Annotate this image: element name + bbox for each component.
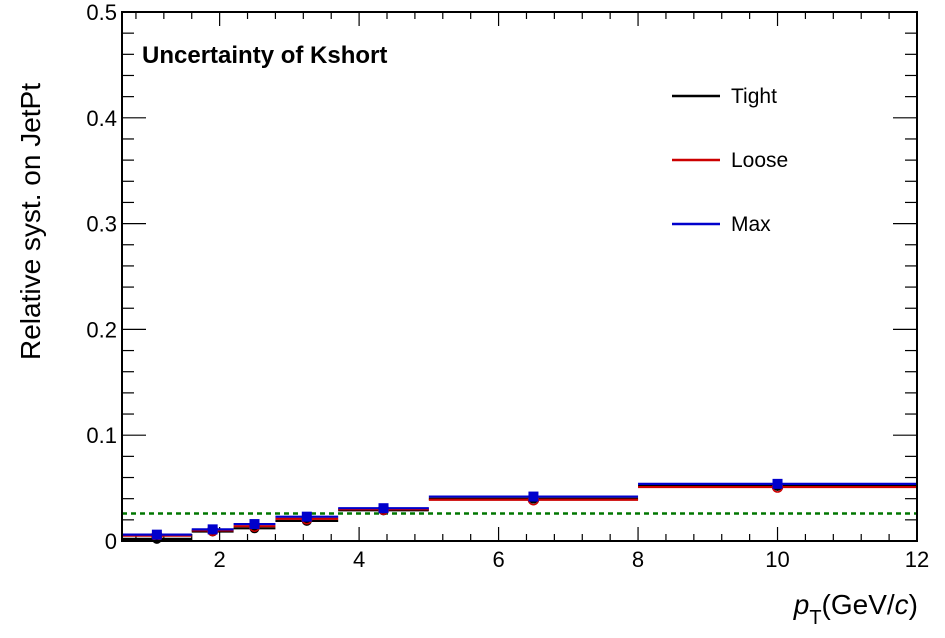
y-tick-label: 0	[105, 529, 117, 554]
series-max	[122, 478, 917, 540]
data-point	[528, 491, 539, 502]
x-axis-title-unit-close: )	[909, 589, 918, 620]
legend-label: Tight	[731, 85, 777, 108]
legend-label: Loose	[731, 149, 788, 172]
data-point	[378, 503, 389, 514]
x-tick-label: 10	[765, 547, 789, 572]
legend: Tight Loose Max	[672, 85, 788, 236]
axes: 2 4 6 8 10 12 0 0.1 0.2 0.3 0.4 0.5	[86, 0, 929, 572]
y-tick-label: 0.3	[86, 212, 117, 237]
y-tick-label: 0.5	[86, 0, 117, 25]
y-tick-label: 0.4	[86, 106, 117, 131]
series-group	[122, 478, 917, 544]
x-axis-title-c: c	[895, 589, 909, 620]
data-point	[249, 519, 260, 530]
x-tick-label: 12	[905, 547, 929, 572]
plot-frame	[121, 11, 918, 542]
data-point	[301, 511, 312, 522]
x-tick-label: 4	[353, 547, 365, 572]
x-tick-label: 8	[632, 547, 644, 572]
x-axis-title-p: p	[793, 589, 810, 620]
y-axis-title: Relative syst. on JetPt	[15, 83, 46, 360]
legend-label: Max	[731, 213, 771, 236]
y-tick-label: 0.1	[86, 423, 117, 448]
data-point	[207, 524, 218, 535]
x-axis-title-sub: T	[809, 607, 821, 629]
x-axis-title-unit-open: (GeV/	[822, 589, 895, 620]
x-tick-label: 6	[492, 547, 504, 572]
x-axis-title: pT(GeV/c)	[793, 589, 918, 629]
data-point	[151, 529, 162, 540]
chart-title: Uncertainty of Kshort	[142, 42, 387, 69]
y-tick-label: 0.2	[86, 317, 117, 342]
data-point	[772, 478, 783, 489]
x-tick-label: 2	[214, 547, 226, 572]
